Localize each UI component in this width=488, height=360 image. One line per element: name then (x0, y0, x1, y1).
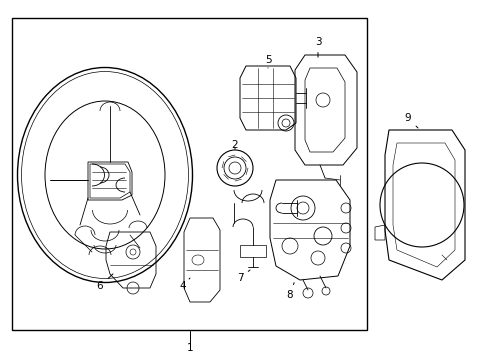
Text: 3: 3 (314, 37, 321, 57)
Bar (12, 18, 366, 330)
Text: 2: 2 (231, 140, 238, 150)
Text: 9: 9 (404, 113, 417, 128)
Text: 8: 8 (286, 283, 293, 300)
Text: 6: 6 (97, 274, 113, 291)
Text: 4: 4 (179, 278, 190, 291)
Text: 1: 1 (186, 343, 193, 353)
Text: 7: 7 (236, 270, 249, 283)
Text: 5: 5 (264, 55, 271, 68)
